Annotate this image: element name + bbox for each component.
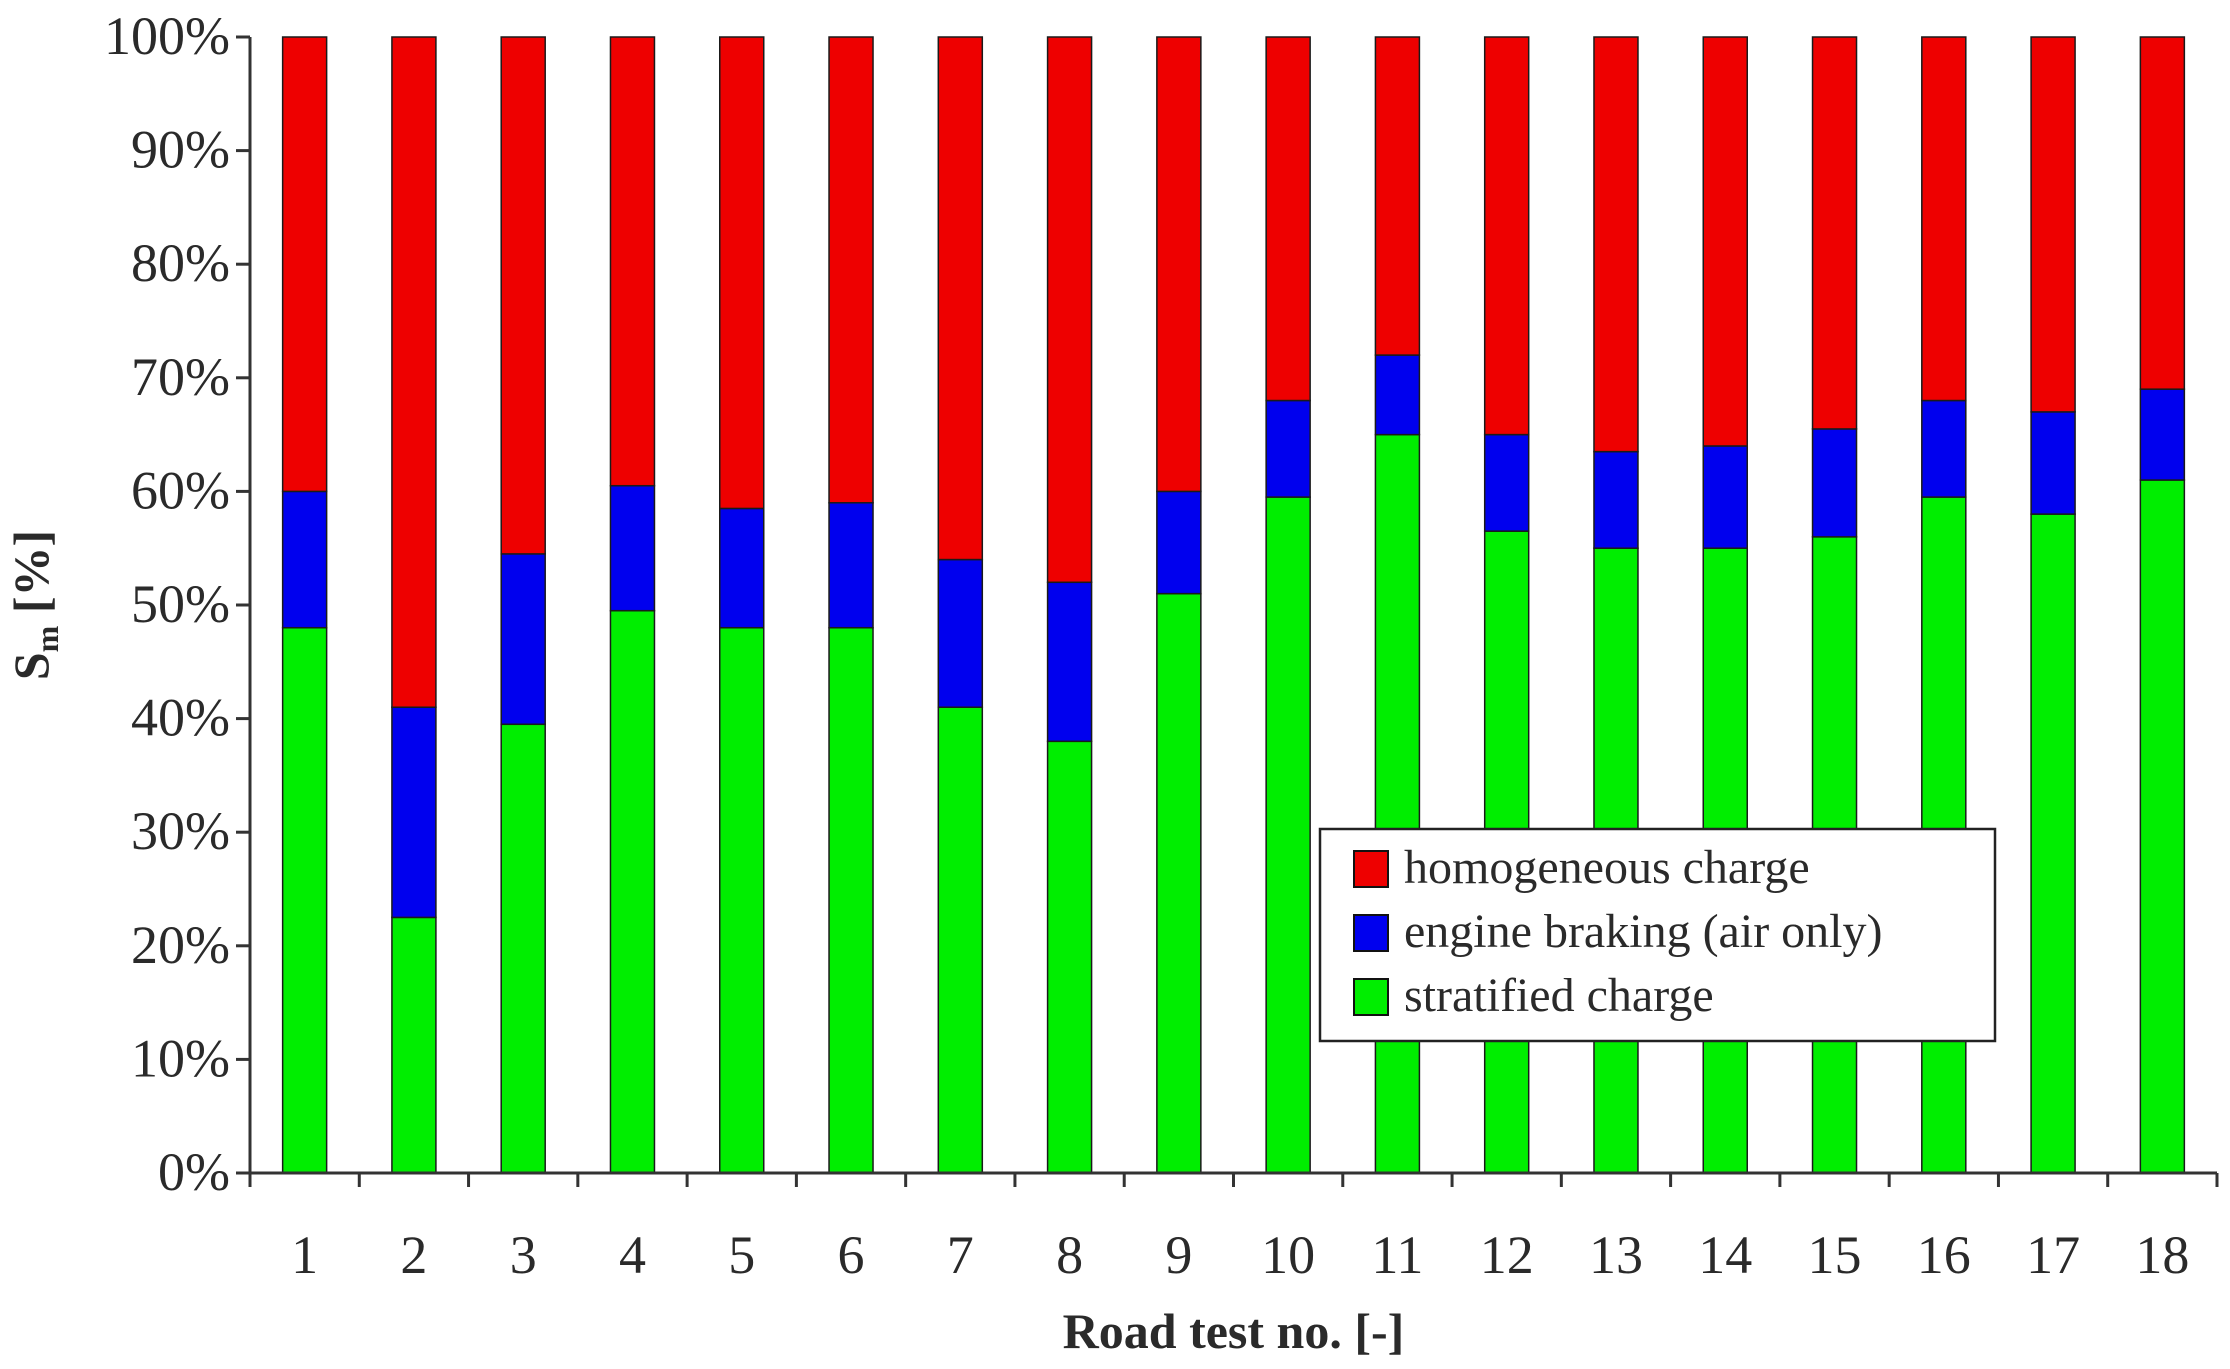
bar-segment-stratified-charge [391,916,437,1174]
bar-segment-engine-braking-air-only [609,484,656,612]
bar-segment-stratified-charge [828,626,874,1174]
bar-segment-stratified-charge [1265,496,1311,1174]
legend-label: stratified charge [1404,969,1714,1022]
bar-segment-engine-braking-air-only [1593,450,1639,549]
y-tick-label: 30% [131,801,230,861]
bar-segment-homogeneous-charge [1483,36,1530,436]
bar-segment-homogeneous-charge [391,36,437,708]
x-tick-label: 3 [510,1225,537,1285]
bar-segment-homogeneous-charge [1156,36,1202,493]
bar-segment-homogeneous-charge [500,36,546,555]
x-tick-label: 13 [1589,1225,1643,1285]
legend-label: engine braking (air only) [1404,905,1883,958]
bar-segment-engine-braking-air-only [1374,354,1421,436]
x-tick-label: 10 [1261,1225,1315,1285]
x-ticks: 1 2 3 4 5 6 7 8 9 10 11 12 13 14 15 16 17 18 [248,1173,2219,1285]
bar-segment-stratified-charge [937,706,984,1174]
bar-segment-stratified-charge [1046,740,1093,1174]
y-axis-title: Sm [%] [3,530,65,680]
bar-segment-homogeneous-charge [609,36,656,487]
x-tick-label: 16 [1917,1225,1971,1285]
x-tick-label: 7 [947,1225,974,1285]
y-tick-label: 0% [158,1142,230,1202]
bar-segment-engine-braking-air-only [719,507,765,629]
bar-segment-homogeneous-charge [1593,36,1639,453]
bar-segment-engine-braking-air-only [1702,445,1748,549]
x-tick-label: 12 [1480,1225,1534,1285]
x-tick-label: 15 [1808,1225,1862,1285]
y-tick-label: 40% [131,688,230,748]
bar-segment-engine-braking-air-only [937,558,984,708]
bar-segment-homogeneous-charge [2030,36,2076,413]
bar-segment-engine-braking-air-only [1046,581,1093,743]
bar-segment-stratified-charge [2139,479,2186,1174]
x-tick-label: 14 [1698,1225,1752,1285]
bar-segment-homogeneous-charge [1921,36,1967,402]
x-tick-label: 2 [400,1225,427,1285]
bar-segment-homogeneous-charge [1811,36,1858,430]
x-tick-label: 1 [291,1225,318,1285]
y-tick-label: 70% [131,347,230,407]
x-tick-label: 8 [1056,1225,1083,1285]
bar-segment-engine-braking-air-only [281,490,328,629]
bar-segment-engine-braking-air-only [828,502,874,629]
bar-segment-engine-braking-air-only [1156,490,1202,595]
y-tick-label: 20% [131,915,230,975]
x-tick-label: 18 [2135,1225,2189,1285]
legend-items: homogeneous charge engine braking (air on… [1353,841,1883,1022]
bar-segment-homogeneous-charge [1702,36,1748,447]
y-ticks: 0% 10% 20% 30% 40% 50% 60% 70% 80% 90% 100% [104,6,250,1202]
y-axis-title-subscript: m [29,625,65,652]
bar-segment-engine-braking-air-only [1265,399,1311,498]
x-tick-label: 4 [619,1225,646,1285]
bar-segment-engine-braking-air-only [2139,388,2186,481]
x-tick-label: 5 [728,1225,755,1285]
legend-label: homogeneous charge [1404,841,1810,894]
legend-box [1318,827,1997,1043]
x-tick-label: 6 [838,1225,865,1285]
bar-segment-stratified-charge [500,723,546,1174]
legend-swatch [1353,850,1389,888]
bar-segment-stratified-charge [719,626,765,1174]
bar-segment-stratified-charge [609,609,656,1174]
bar-segment-engine-braking-air-only [1483,433,1530,532]
bar-segment-engine-braking-air-only [2030,411,2076,515]
bar-segment-homogeneous-charge [1046,36,1093,584]
legend-swatch [1353,978,1389,1016]
bar-segment-engine-braking-air-only [1811,428,1858,538]
y-tick-label: 60% [131,460,230,520]
bar-segment-engine-braking-air-only [391,706,437,919]
x-tick-label: 9 [1165,1225,1192,1285]
bar-segment-engine-braking-air-only [1921,399,1967,498]
bar-segment-engine-braking-air-only [500,553,546,726]
bar-segment-homogeneous-charge [1265,36,1311,402]
y-tick-label: 90% [131,120,230,180]
x-tick-label: 11 [1371,1225,1423,1285]
legend: homogeneous charge engine braking (air on… [1318,827,1997,1043]
y-tick-label: 10% [131,1028,230,1088]
bar-segment-homogeneous-charge [281,36,328,493]
bar-segment-homogeneous-charge [828,36,874,504]
bar-segment-stratified-charge [1374,433,1421,1174]
y-axis-title-main: S [3,652,59,680]
x-axis-title: Road test no. [-] [1063,1303,1405,1359]
bar-segment-homogeneous-charge [2139,36,2186,390]
y-axis-title-suffix: [%] [3,530,59,626]
bar-segment-stratified-charge [281,626,328,1174]
legend-swatch [1353,914,1389,952]
bar-segment-homogeneous-charge [1374,36,1421,356]
bar-segment-stratified-charge [1156,592,1202,1174]
bar-segment-homogeneous-charge [719,36,765,510]
bar-segment-stratified-charge [2030,513,2076,1174]
y-tick-label: 80% [131,233,230,293]
y-tick-label: 50% [131,574,230,634]
x-tick-label: 17 [2026,1225,2080,1285]
bar-segment-homogeneous-charge [937,36,984,561]
y-tick-label: 100% [104,6,230,66]
